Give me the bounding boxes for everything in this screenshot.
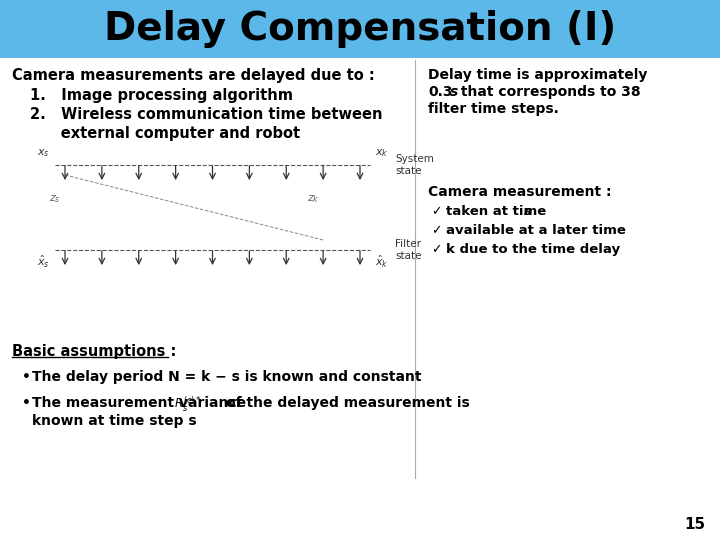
Text: ✓: ✓ <box>431 243 441 256</box>
Text: $\hat{x}_k$: $\hat{x}_k$ <box>375 254 389 270</box>
Text: 15: 15 <box>684 517 705 532</box>
Text: filter time steps.: filter time steps. <box>428 102 559 116</box>
Text: $z_s$: $z_s$ <box>49 194 61 205</box>
Text: s: s <box>523 205 531 218</box>
Text: Camera measurement :: Camera measurement : <box>428 185 611 199</box>
Text: $\hat{x}_s$: $\hat{x}_s$ <box>37 254 50 270</box>
Text: Delay Compensation (I): Delay Compensation (I) <box>104 10 616 48</box>
Text: $z_k$: $z_k$ <box>307 194 319 205</box>
Text: k due to the time delay: k due to the time delay <box>446 243 620 256</box>
Text: external computer and robot: external computer and robot <box>30 126 300 141</box>
Text: 1.   Image processing algorithm: 1. Image processing algorithm <box>30 88 293 103</box>
Text: •: • <box>22 370 31 384</box>
Text: s: s <box>450 85 458 99</box>
Text: of the delayed measurement is: of the delayed measurement is <box>225 396 469 410</box>
Text: ✓: ✓ <box>431 224 441 237</box>
Text: known at time step s: known at time step s <box>32 414 197 428</box>
Text: available at a later time: available at a later time <box>446 224 626 237</box>
FancyBboxPatch shape <box>0 0 720 58</box>
Text: Basic assumptions :: Basic assumptions : <box>12 344 176 359</box>
Text: •: • <box>22 396 31 410</box>
Text: The measurement variance: The measurement variance <box>32 396 246 410</box>
Text: 0.3: 0.3 <box>428 85 452 99</box>
Text: $x_k$: $x_k$ <box>375 147 389 159</box>
Text: System
state: System state <box>395 154 434 176</box>
Text: $x_s$: $x_s$ <box>37 147 50 159</box>
Text: taken at time: taken at time <box>446 205 551 218</box>
Text: Filter
state: Filter state <box>395 239 421 261</box>
Text: Camera measurements are delayed due to :: Camera measurements are delayed due to : <box>12 68 374 83</box>
Text: The delay period N = k − s is known and constant: The delay period N = k − s is known and … <box>32 370 421 384</box>
Text: 2.   Wireless communication time between: 2. Wireless communication time between <box>30 107 382 122</box>
Text: $R_s^{(c)*}$: $R_s^{(c)*}$ <box>174 395 201 414</box>
Text: that corresponds to 38: that corresponds to 38 <box>456 85 641 99</box>
Text: ✓: ✓ <box>431 205 441 218</box>
Text: Delay time is approximately: Delay time is approximately <box>428 68 647 82</box>
